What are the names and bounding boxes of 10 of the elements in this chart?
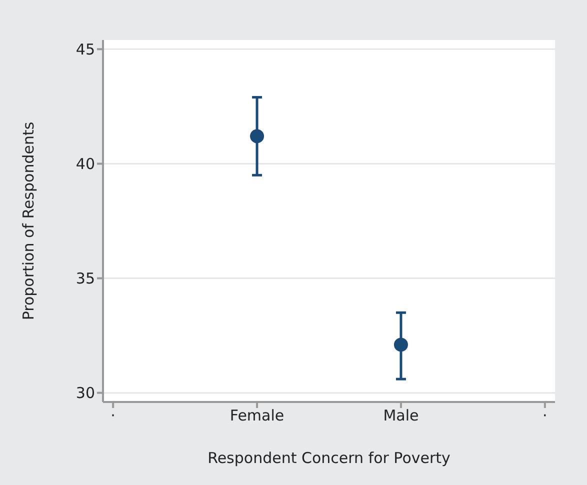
y-tick-label: 40 bbox=[76, 155, 95, 174]
x-tick-label: · bbox=[542, 406, 548, 425]
x-axis-title: Respondent Concern for Poverty bbox=[208, 449, 451, 467]
y-tick-label: 45 bbox=[76, 40, 95, 58]
y-axis-title: Proportion of Respondents bbox=[19, 122, 38, 320]
x-tick-label: · bbox=[110, 406, 116, 425]
y-tick-label: 30 bbox=[76, 384, 95, 402]
y-tick-label: 35 bbox=[76, 270, 95, 288]
x-tick-label: Male bbox=[383, 406, 419, 425]
x-tick-label: Female bbox=[230, 406, 284, 425]
